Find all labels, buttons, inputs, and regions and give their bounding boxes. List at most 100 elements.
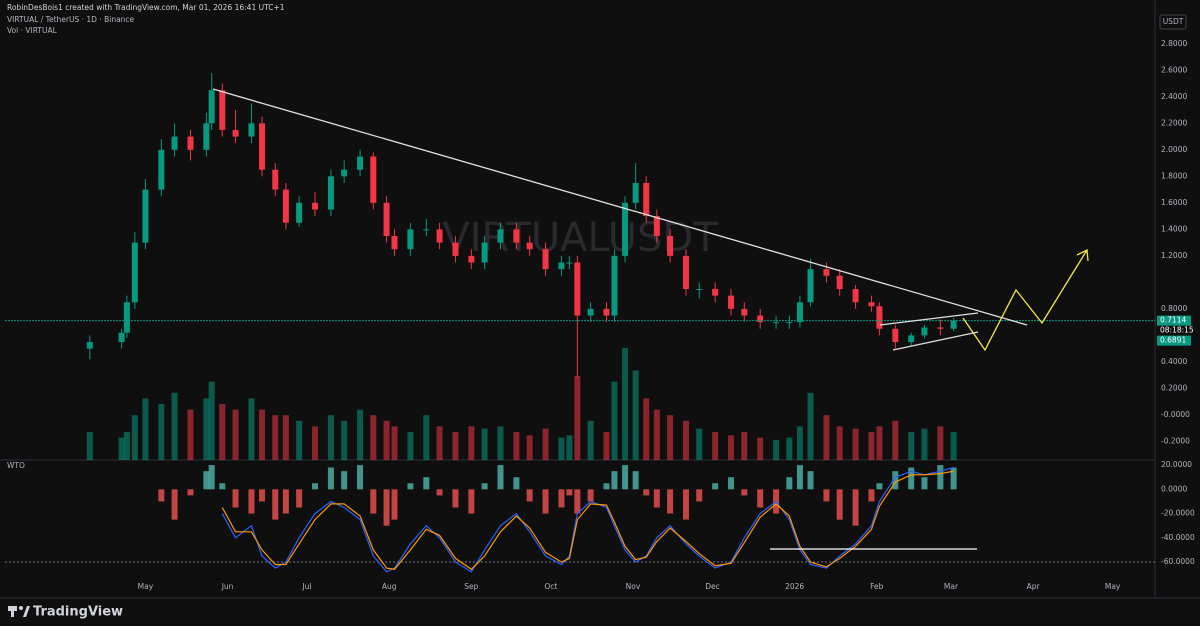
histogram-bar xyxy=(232,489,239,508)
volume-bar xyxy=(171,392,178,460)
x-tick-label: Dec xyxy=(705,582,720,591)
y-tick-label: -60.0000 xyxy=(1161,557,1195,566)
volume-bar xyxy=(383,420,390,460)
candle-body xyxy=(248,123,255,137)
candle-body xyxy=(773,322,780,324)
plot: 2.8000 2.6000 2.4000 2.2000 2.0000 1.8000 1.60… xyxy=(5,39,1195,591)
volume-bar xyxy=(807,392,814,460)
volume-bar xyxy=(296,420,303,460)
histogram-bar xyxy=(653,489,660,508)
y-tick-label: -0.0000 xyxy=(1161,410,1190,419)
volume-bar xyxy=(632,370,639,460)
histogram-bar xyxy=(757,489,764,508)
histogram-bar xyxy=(208,465,215,490)
histogram-bar xyxy=(259,489,266,502)
volume-bar xyxy=(232,409,239,460)
volume-bar xyxy=(248,398,255,460)
histogram-bar xyxy=(312,483,319,490)
y-tick-label: -0.2000 xyxy=(1161,436,1190,445)
volume-bar xyxy=(208,381,215,460)
brand-name: TradingView xyxy=(33,605,123,620)
histogram-bar xyxy=(603,483,610,490)
y-tick-label: 2.2000 xyxy=(1161,118,1187,127)
candle-body xyxy=(526,242,533,250)
histogram-bar xyxy=(950,467,957,490)
volume-bar xyxy=(643,398,650,460)
histogram-bar xyxy=(383,489,390,526)
candle-body xyxy=(950,320,957,329)
y-tick-label: 0.4000 xyxy=(1161,357,1187,366)
volume-bar xyxy=(908,432,915,460)
oscillator-title: WTO xyxy=(7,461,25,470)
histogram-bar xyxy=(187,489,194,496)
histogram-bar xyxy=(341,471,348,490)
candle-body xyxy=(622,202,629,256)
histogram-bar xyxy=(836,489,843,520)
projection xyxy=(962,249,1088,352)
candle-body xyxy=(852,289,859,303)
histogram-bar xyxy=(622,465,629,490)
volume-bar xyxy=(187,409,194,460)
candle-body xyxy=(468,255,475,263)
volume-bar xyxy=(468,426,475,460)
candle-body xyxy=(131,242,138,303)
volume-bar xyxy=(868,432,875,460)
volume-bar xyxy=(566,435,573,460)
candle-body xyxy=(807,269,814,303)
drawings xyxy=(212,88,1089,550)
volume-bar xyxy=(123,432,130,460)
candle-body xyxy=(407,229,414,250)
candle-body xyxy=(208,90,215,124)
y-tick-label: 1.4000 xyxy=(1161,224,1187,233)
x-tick-label: Mar xyxy=(944,582,959,591)
candle-body xyxy=(481,242,488,263)
symbol: VIRTUAL / TetherUS · 1D · Binance xyxy=(7,15,135,24)
volume-bar xyxy=(574,376,581,460)
currency[interactable]: USDT xyxy=(1163,17,1184,26)
candle-body xyxy=(653,216,660,236)
candle-body xyxy=(219,90,226,130)
volume-bar xyxy=(327,415,334,460)
volume-bar xyxy=(696,428,703,460)
histogram-bar xyxy=(436,489,443,496)
volume-bar xyxy=(407,432,414,460)
volume-bar xyxy=(282,415,289,460)
candle-body xyxy=(786,322,793,324)
histogram-bar xyxy=(574,489,581,514)
y-tick-label: -20.0000 xyxy=(1161,509,1195,518)
histogram-bar xyxy=(481,483,488,490)
histogram-bar xyxy=(497,465,504,490)
candle-body xyxy=(370,156,377,203)
candle-body xyxy=(203,123,210,150)
candle-body xyxy=(391,235,398,250)
y-tick-label: 0.2000 xyxy=(1161,383,1187,392)
histogram-bar xyxy=(272,489,279,520)
candle-body xyxy=(741,308,748,316)
histogram-bar xyxy=(937,465,944,490)
volume-bar xyxy=(786,437,793,460)
histogram-bar xyxy=(357,465,364,490)
volume-bar xyxy=(892,420,899,460)
candle-body xyxy=(327,176,334,210)
candle-body xyxy=(357,156,364,170)
volume-bar xyxy=(836,426,843,460)
candle-body xyxy=(574,262,581,316)
candle-body xyxy=(921,327,928,336)
candle-body xyxy=(603,308,610,316)
histogram-bar xyxy=(513,477,520,490)
x-tick-label: Oct xyxy=(544,582,557,591)
y-tick-label: 1.2000 xyxy=(1161,251,1187,260)
histogram-bar xyxy=(632,471,639,490)
volume-bar xyxy=(937,426,944,460)
price-label: 0.7114 xyxy=(1160,316,1186,325)
candle-body xyxy=(611,255,618,316)
volume-bar xyxy=(158,404,165,460)
y-tick-label: 0.0000 xyxy=(1161,484,1187,493)
volume-bar xyxy=(622,348,629,460)
volume-bar xyxy=(391,426,398,460)
candle-body xyxy=(868,302,875,307)
y-tick-label: 2.8000 xyxy=(1161,39,1187,48)
histogram-bar xyxy=(876,483,883,490)
volume-bar xyxy=(667,415,674,460)
